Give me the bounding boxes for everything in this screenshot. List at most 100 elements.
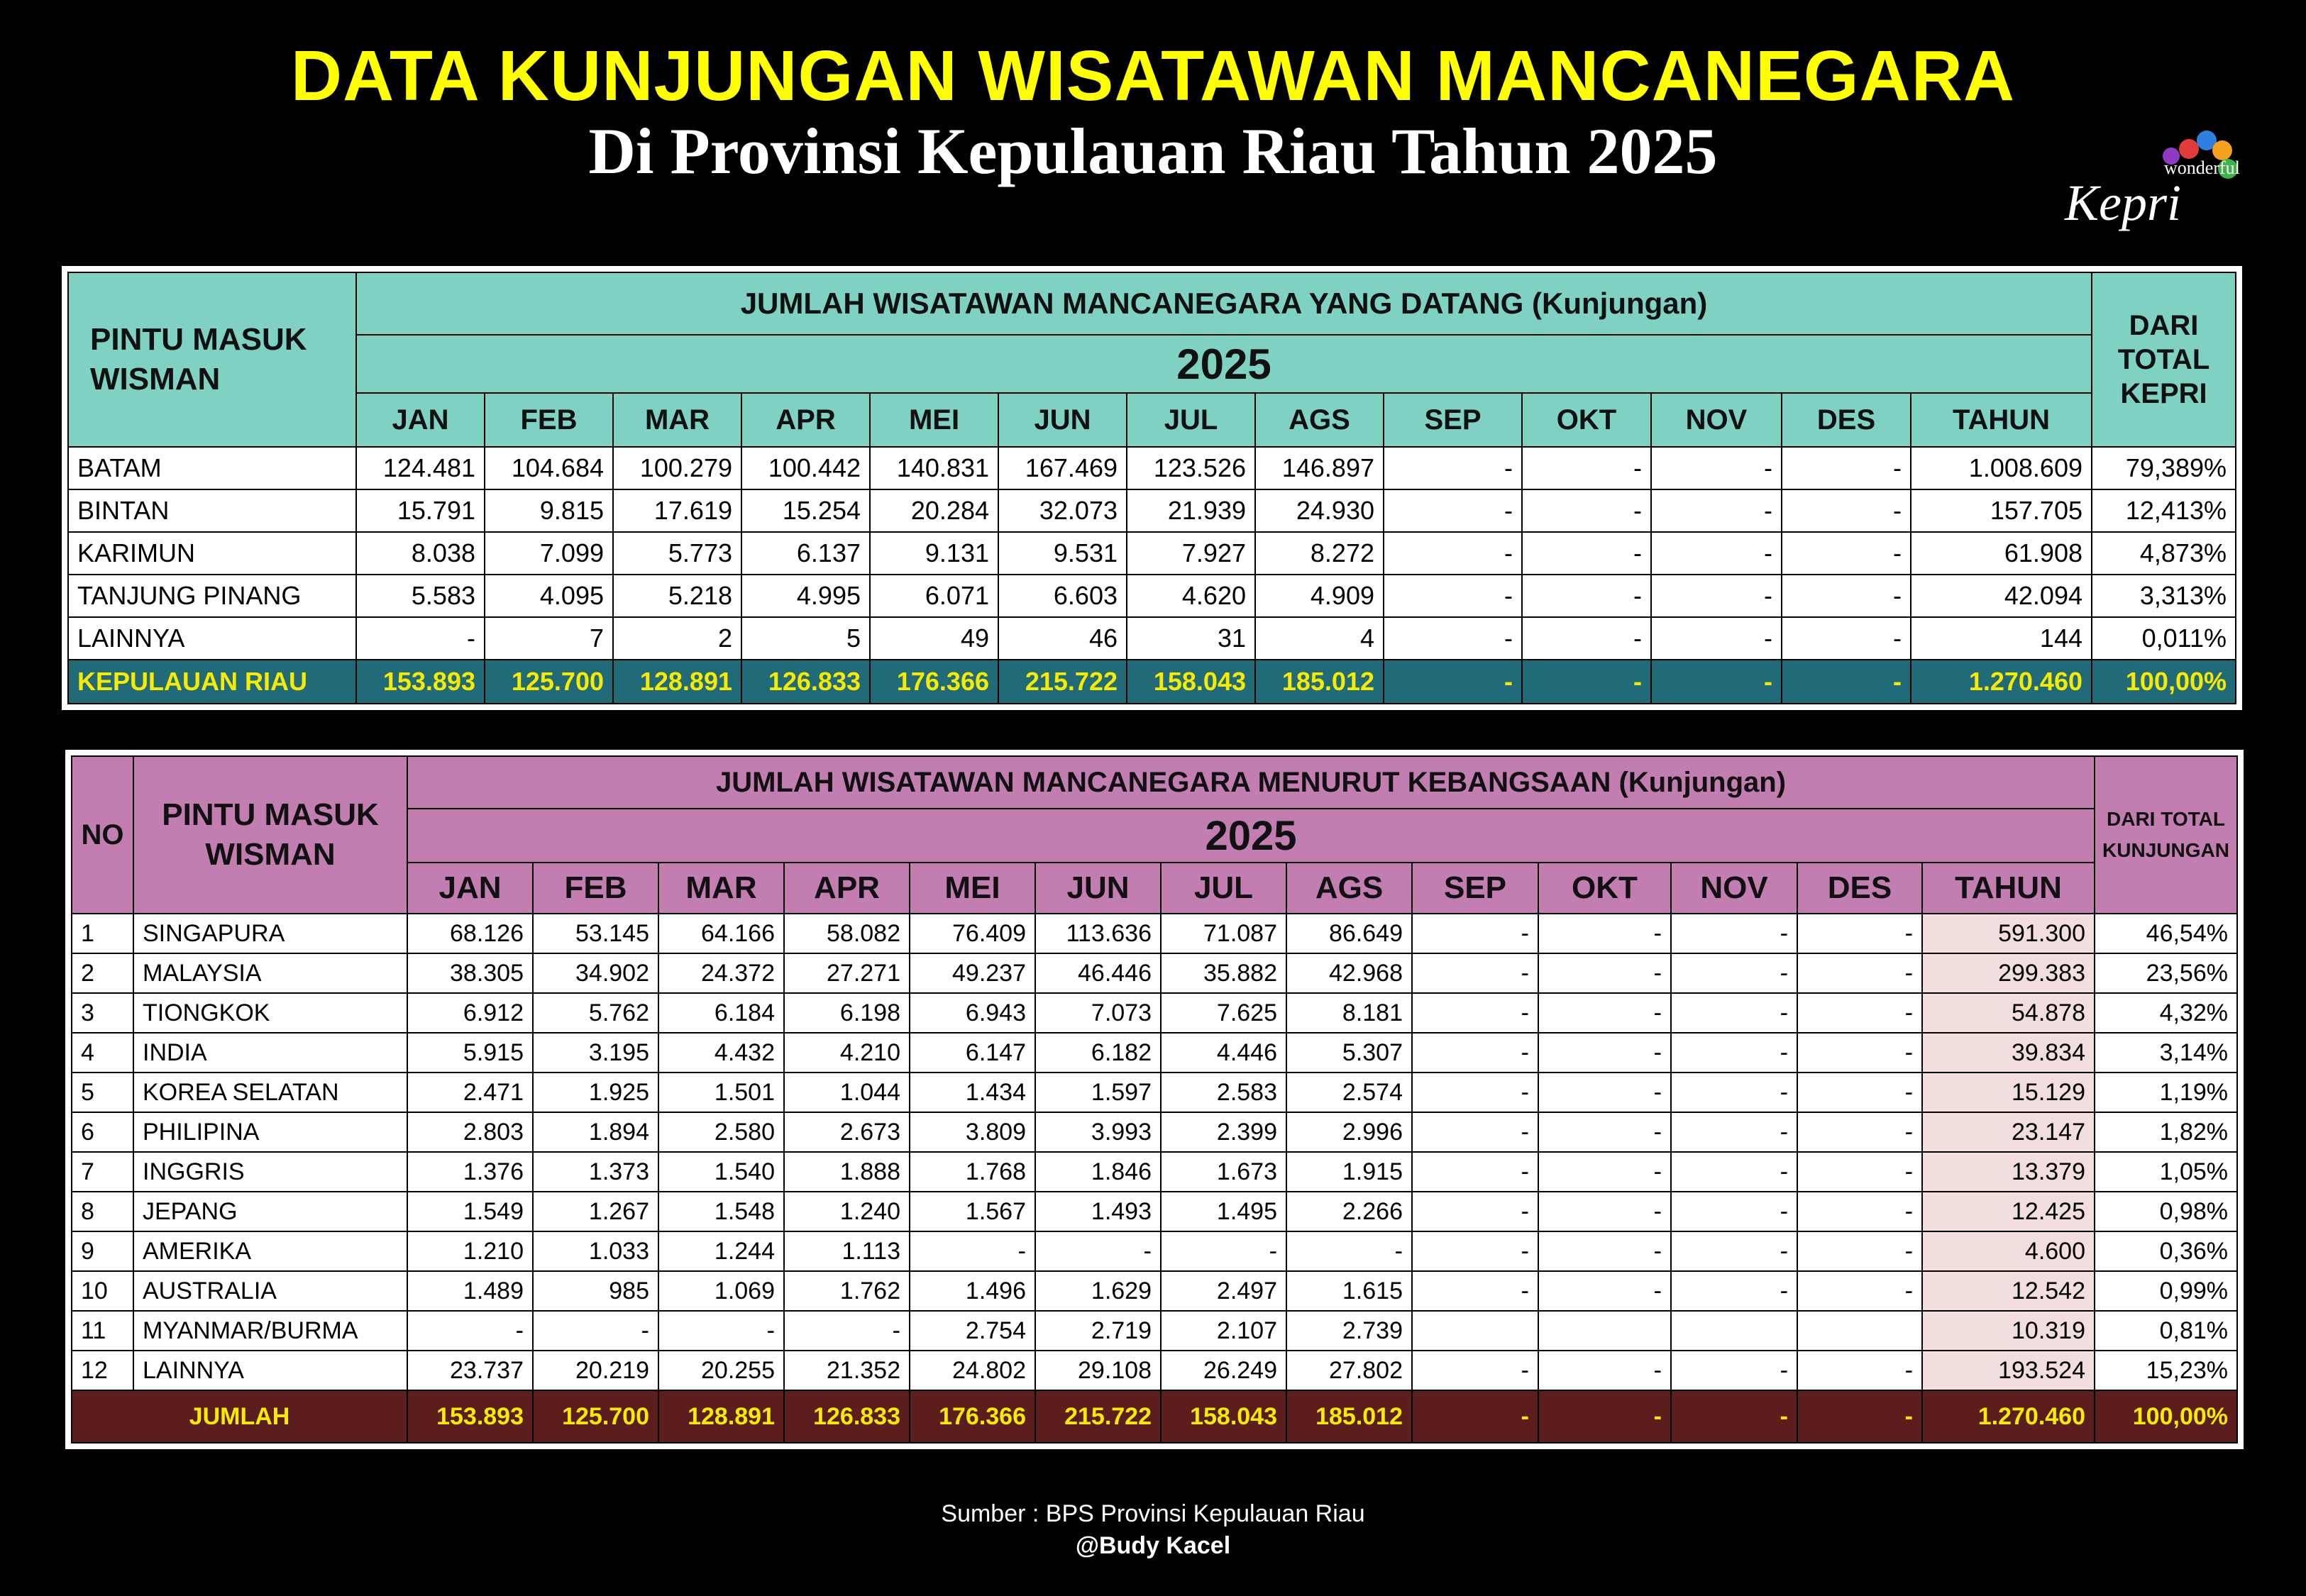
table-cell: 6.198 xyxy=(783,992,910,1033)
table-cell: 9.815 xyxy=(484,489,614,533)
table-row: LAINNYA -7 2 5 49 46 31 4- - - -144 0,011% xyxy=(67,616,2236,660)
table-cell: 4.432 xyxy=(658,1032,785,1073)
table-cell: - xyxy=(1781,531,1911,575)
table-cell: 1.597 xyxy=(1035,1072,1162,1113)
table-cell: 9.531 xyxy=(998,531,1127,575)
table-row: 8 JEPANG 1.549 1.267 1.548 1.240 1.567 1.493 1.4… xyxy=(71,1191,2238,1232)
table-cell: BINTAN xyxy=(67,489,357,533)
table-cell: 167.469 xyxy=(998,446,1127,490)
table-cell: - xyxy=(909,1231,1036,1272)
table-cell: - xyxy=(1411,1112,1539,1153)
table-cell: 158.043 xyxy=(1160,1390,1287,1443)
table-cell: - xyxy=(1538,1112,1672,1153)
table-cell: 100.442 xyxy=(741,446,871,490)
table-cell: 1.846 xyxy=(1035,1151,1162,1192)
header-cell: NOV xyxy=(1650,392,1782,448)
table-row: KARIMUN 8.038 7.099 5.773 6.137 9.131 9.531 7.9… xyxy=(67,531,2236,575)
table-cell: - xyxy=(1521,616,1652,660)
header-cell: DARI TOTAL KUNJUNGAN xyxy=(2094,755,2238,914)
table-cell: - xyxy=(1411,1191,1539,1232)
table-cell: 24.802 xyxy=(909,1350,1036,1391)
table-cell: - xyxy=(1797,1032,1923,1073)
table-cell: 23,56% xyxy=(2094,953,2238,994)
table-cell: 1.615 xyxy=(1286,1270,1413,1312)
table-cell: 1.373 xyxy=(532,1151,659,1192)
table-cell: 5 xyxy=(741,616,871,660)
table-cell: 53.145 xyxy=(532,913,659,954)
table-cell: 3.809 xyxy=(909,1112,1036,1153)
table-cell: - xyxy=(1383,574,1523,618)
table-cell: - xyxy=(1781,659,1911,704)
table-cell: 4 xyxy=(71,1032,134,1073)
table-cell: - xyxy=(1670,1350,1798,1391)
table-cell: 3.195 xyxy=(532,1032,659,1073)
table-cell: 7.625 xyxy=(1160,992,1287,1033)
table-cell: - xyxy=(1521,659,1652,704)
header-cell: NOV xyxy=(1670,862,1798,914)
table-cell: 20.284 xyxy=(869,489,999,533)
table-row: 6 PHILIPINA 2.803 1.894 2.580 2.673 3.809 3.993… xyxy=(71,1112,2238,1153)
table-cell: 12 xyxy=(71,1350,134,1391)
table-cell xyxy=(1411,1310,1539,1351)
table-cell: 1.244 xyxy=(658,1231,785,1272)
table-cell: 144 xyxy=(1910,616,2092,660)
table-cell: - xyxy=(1538,1072,1672,1113)
table-cell: 5.915 xyxy=(407,1032,534,1073)
table-cell: - xyxy=(1797,1350,1923,1391)
table-cell: 1.549 xyxy=(407,1191,534,1232)
table-cell: - xyxy=(1797,1072,1923,1113)
table-cell: - xyxy=(1538,913,1672,954)
table-cell: - xyxy=(355,616,485,660)
table-row: 11 MYANMAR/BURMA - - - -2.754 2.719 2.107 2.739 1… xyxy=(71,1310,2238,1351)
table-cell: - xyxy=(1538,1390,1672,1443)
table-cell: - xyxy=(1538,1151,1672,1192)
table-cell: LAINNYA xyxy=(133,1350,408,1391)
table-cell: 21.939 xyxy=(1126,489,1256,533)
header-row: 2025 xyxy=(68,334,2236,394)
table-cell: 1.673 xyxy=(1160,1151,1287,1192)
table-cell: - xyxy=(1670,992,1798,1033)
table-cell: - xyxy=(532,1310,659,1351)
table-cell: 6.603 xyxy=(998,574,1127,618)
table2-frame: NO PINTU MASUK WISMAN JUMLAH WISATAWAN MAN… xyxy=(65,750,2244,1449)
table-cell: - xyxy=(1538,992,1672,1033)
table-cell: 6.071 xyxy=(869,574,999,618)
table-cell: 20.255 xyxy=(658,1350,785,1391)
table-cell: 2.580 xyxy=(658,1112,785,1153)
header-cell: SEP xyxy=(1383,392,1523,448)
table-cell: 61.908 xyxy=(1910,531,2092,575)
table-cell: - xyxy=(1538,1270,1672,1312)
table-cell: - xyxy=(1411,1390,1539,1443)
table-cell: - xyxy=(1538,1032,1672,1073)
table-cell: MYANMAR/BURMA xyxy=(133,1310,408,1351)
table-cell: 1.894 xyxy=(532,1112,659,1153)
header-cell: OKT xyxy=(1521,392,1652,448)
table-cell: 8.181 xyxy=(1286,992,1413,1033)
table-cell: 1.925 xyxy=(532,1072,659,1113)
table-cell: - xyxy=(1781,446,1911,490)
table-cell: - xyxy=(1160,1231,1287,1272)
table-cell: 2.754 xyxy=(909,1310,1036,1351)
table-cell: 0,81% xyxy=(2094,1310,2238,1351)
table-cell: 23.737 xyxy=(407,1350,534,1391)
table-cell: 86.649 xyxy=(1286,913,1413,954)
table-cell: - xyxy=(1670,1270,1798,1312)
table-cell: 7.927 xyxy=(1126,531,1256,575)
header-cell: FEB xyxy=(484,392,614,448)
logo: wonderful Kepri xyxy=(2064,131,2240,231)
table-cell: 2.673 xyxy=(783,1112,910,1153)
table-cell: 215.722 xyxy=(998,659,1127,704)
table-cell: 5.583 xyxy=(355,574,485,618)
table-row: BINTAN 15.791 9.815 17.619 15.254 20.284 32.07… xyxy=(67,489,2236,533)
table-cell: 71.087 xyxy=(1160,913,1287,954)
table-cell: 176.366 xyxy=(869,659,999,704)
table-cell: - xyxy=(1411,1231,1539,1272)
header-cell: MEI xyxy=(909,862,1036,914)
table-cell: 49.237 xyxy=(909,953,1036,994)
table-cell: 1.210 xyxy=(407,1231,534,1272)
header-row: JAN FEB MAR APR MEI JUN JUL AGS SEP OKT NOV DES TAHU… xyxy=(72,862,2237,914)
total-row: JUMLAH 153.893 125.700 128.891 126.833 176.36… xyxy=(71,1390,2238,1443)
table-cell: 26.249 xyxy=(1160,1350,1287,1391)
header-cell: JUL xyxy=(1126,392,1256,448)
table-cell: 7 xyxy=(71,1151,134,1192)
